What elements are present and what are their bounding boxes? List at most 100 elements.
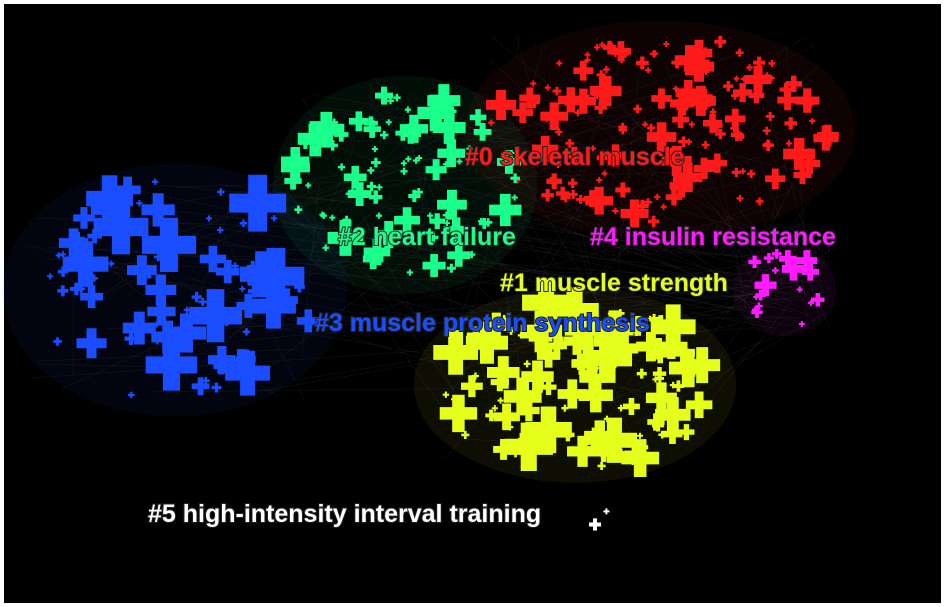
node bbox=[645, 67, 652, 74]
node bbox=[513, 177, 521, 184]
node bbox=[460, 375, 483, 398]
edge bbox=[801, 272, 809, 328]
node bbox=[294, 205, 303, 214]
edge bbox=[301, 187, 319, 358]
node bbox=[783, 137, 816, 170]
node bbox=[765, 168, 786, 189]
node bbox=[596, 70, 606, 80]
node bbox=[781, 257, 806, 281]
node bbox=[211, 382, 222, 393]
edge bbox=[366, 225, 808, 261]
node bbox=[779, 250, 797, 268]
node bbox=[660, 203, 667, 210]
edge bbox=[500, 263, 746, 311]
node bbox=[320, 212, 327, 219]
node bbox=[296, 309, 320, 333]
node bbox=[347, 182, 372, 206]
node bbox=[682, 346, 689, 353]
edge bbox=[383, 115, 614, 145]
node bbox=[647, 413, 665, 431]
node bbox=[755, 302, 763, 310]
node bbox=[400, 167, 408, 175]
node bbox=[425, 159, 447, 181]
node bbox=[329, 214, 336, 221]
node bbox=[555, 161, 562, 168]
node bbox=[762, 139, 774, 151]
cluster-label: #3 muscle protein synthesis bbox=[315, 309, 650, 337]
node bbox=[617, 404, 625, 412]
node bbox=[541, 188, 554, 202]
node bbox=[653, 315, 669, 331]
node bbox=[504, 422, 553, 472]
node bbox=[393, 93, 401, 102]
node bbox=[715, 128, 726, 140]
edge bbox=[451, 229, 794, 313]
node bbox=[663, 40, 670, 47]
node bbox=[608, 333, 639, 364]
node bbox=[590, 145, 597, 152]
node bbox=[508, 149, 515, 156]
node bbox=[563, 327, 591, 355]
node bbox=[594, 44, 601, 51]
node bbox=[798, 320, 805, 327]
node bbox=[709, 108, 717, 116]
node bbox=[449, 128, 456, 135]
node bbox=[217, 188, 225, 196]
node bbox=[754, 274, 777, 297]
node bbox=[584, 364, 591, 371]
node bbox=[568, 178, 578, 188]
node bbox=[604, 144, 627, 167]
node bbox=[631, 326, 642, 337]
node bbox=[322, 244, 330, 252]
node bbox=[578, 378, 613, 413]
node bbox=[809, 117, 816, 125]
node bbox=[507, 327, 516, 335]
node bbox=[597, 152, 605, 160]
node bbox=[520, 310, 563, 353]
edge bbox=[145, 292, 773, 350]
node bbox=[645, 382, 677, 414]
node bbox=[375, 221, 403, 249]
node bbox=[801, 263, 820, 281]
node bbox=[647, 315, 654, 322]
node bbox=[280, 153, 310, 182]
node bbox=[763, 253, 775, 264]
node bbox=[583, 427, 610, 454]
node bbox=[427, 212, 434, 219]
node bbox=[216, 259, 240, 284]
node bbox=[523, 360, 531, 368]
node bbox=[518, 108, 525, 115]
node bbox=[506, 423, 514, 431]
node bbox=[565, 138, 575, 148]
node bbox=[685, 39, 713, 67]
node bbox=[412, 157, 420, 164]
node bbox=[231, 262, 239, 270]
edge bbox=[515, 212, 777, 301]
node bbox=[166, 313, 207, 353]
node bbox=[591, 76, 622, 107]
node bbox=[142, 265, 156, 279]
node bbox=[670, 91, 695, 116]
node bbox=[702, 113, 723, 133]
node bbox=[596, 153, 608, 164]
edge bbox=[751, 177, 784, 286]
node bbox=[558, 87, 584, 113]
node bbox=[539, 305, 550, 316]
node bbox=[555, 186, 570, 201]
node bbox=[404, 106, 412, 113]
node bbox=[594, 101, 607, 115]
node bbox=[544, 84, 551, 91]
node bbox=[496, 150, 521, 174]
node bbox=[90, 274, 98, 282]
node bbox=[77, 284, 86, 293]
node bbox=[555, 128, 563, 136]
node bbox=[229, 174, 287, 232]
node bbox=[461, 430, 470, 439]
edge bbox=[500, 72, 721, 145]
cluster-label: #5 high-intensity interval training bbox=[148, 500, 541, 528]
node bbox=[685, 138, 693, 145]
node bbox=[567, 435, 599, 467]
node bbox=[784, 117, 797, 130]
node bbox=[546, 173, 563, 190]
edge bbox=[174, 162, 410, 235]
